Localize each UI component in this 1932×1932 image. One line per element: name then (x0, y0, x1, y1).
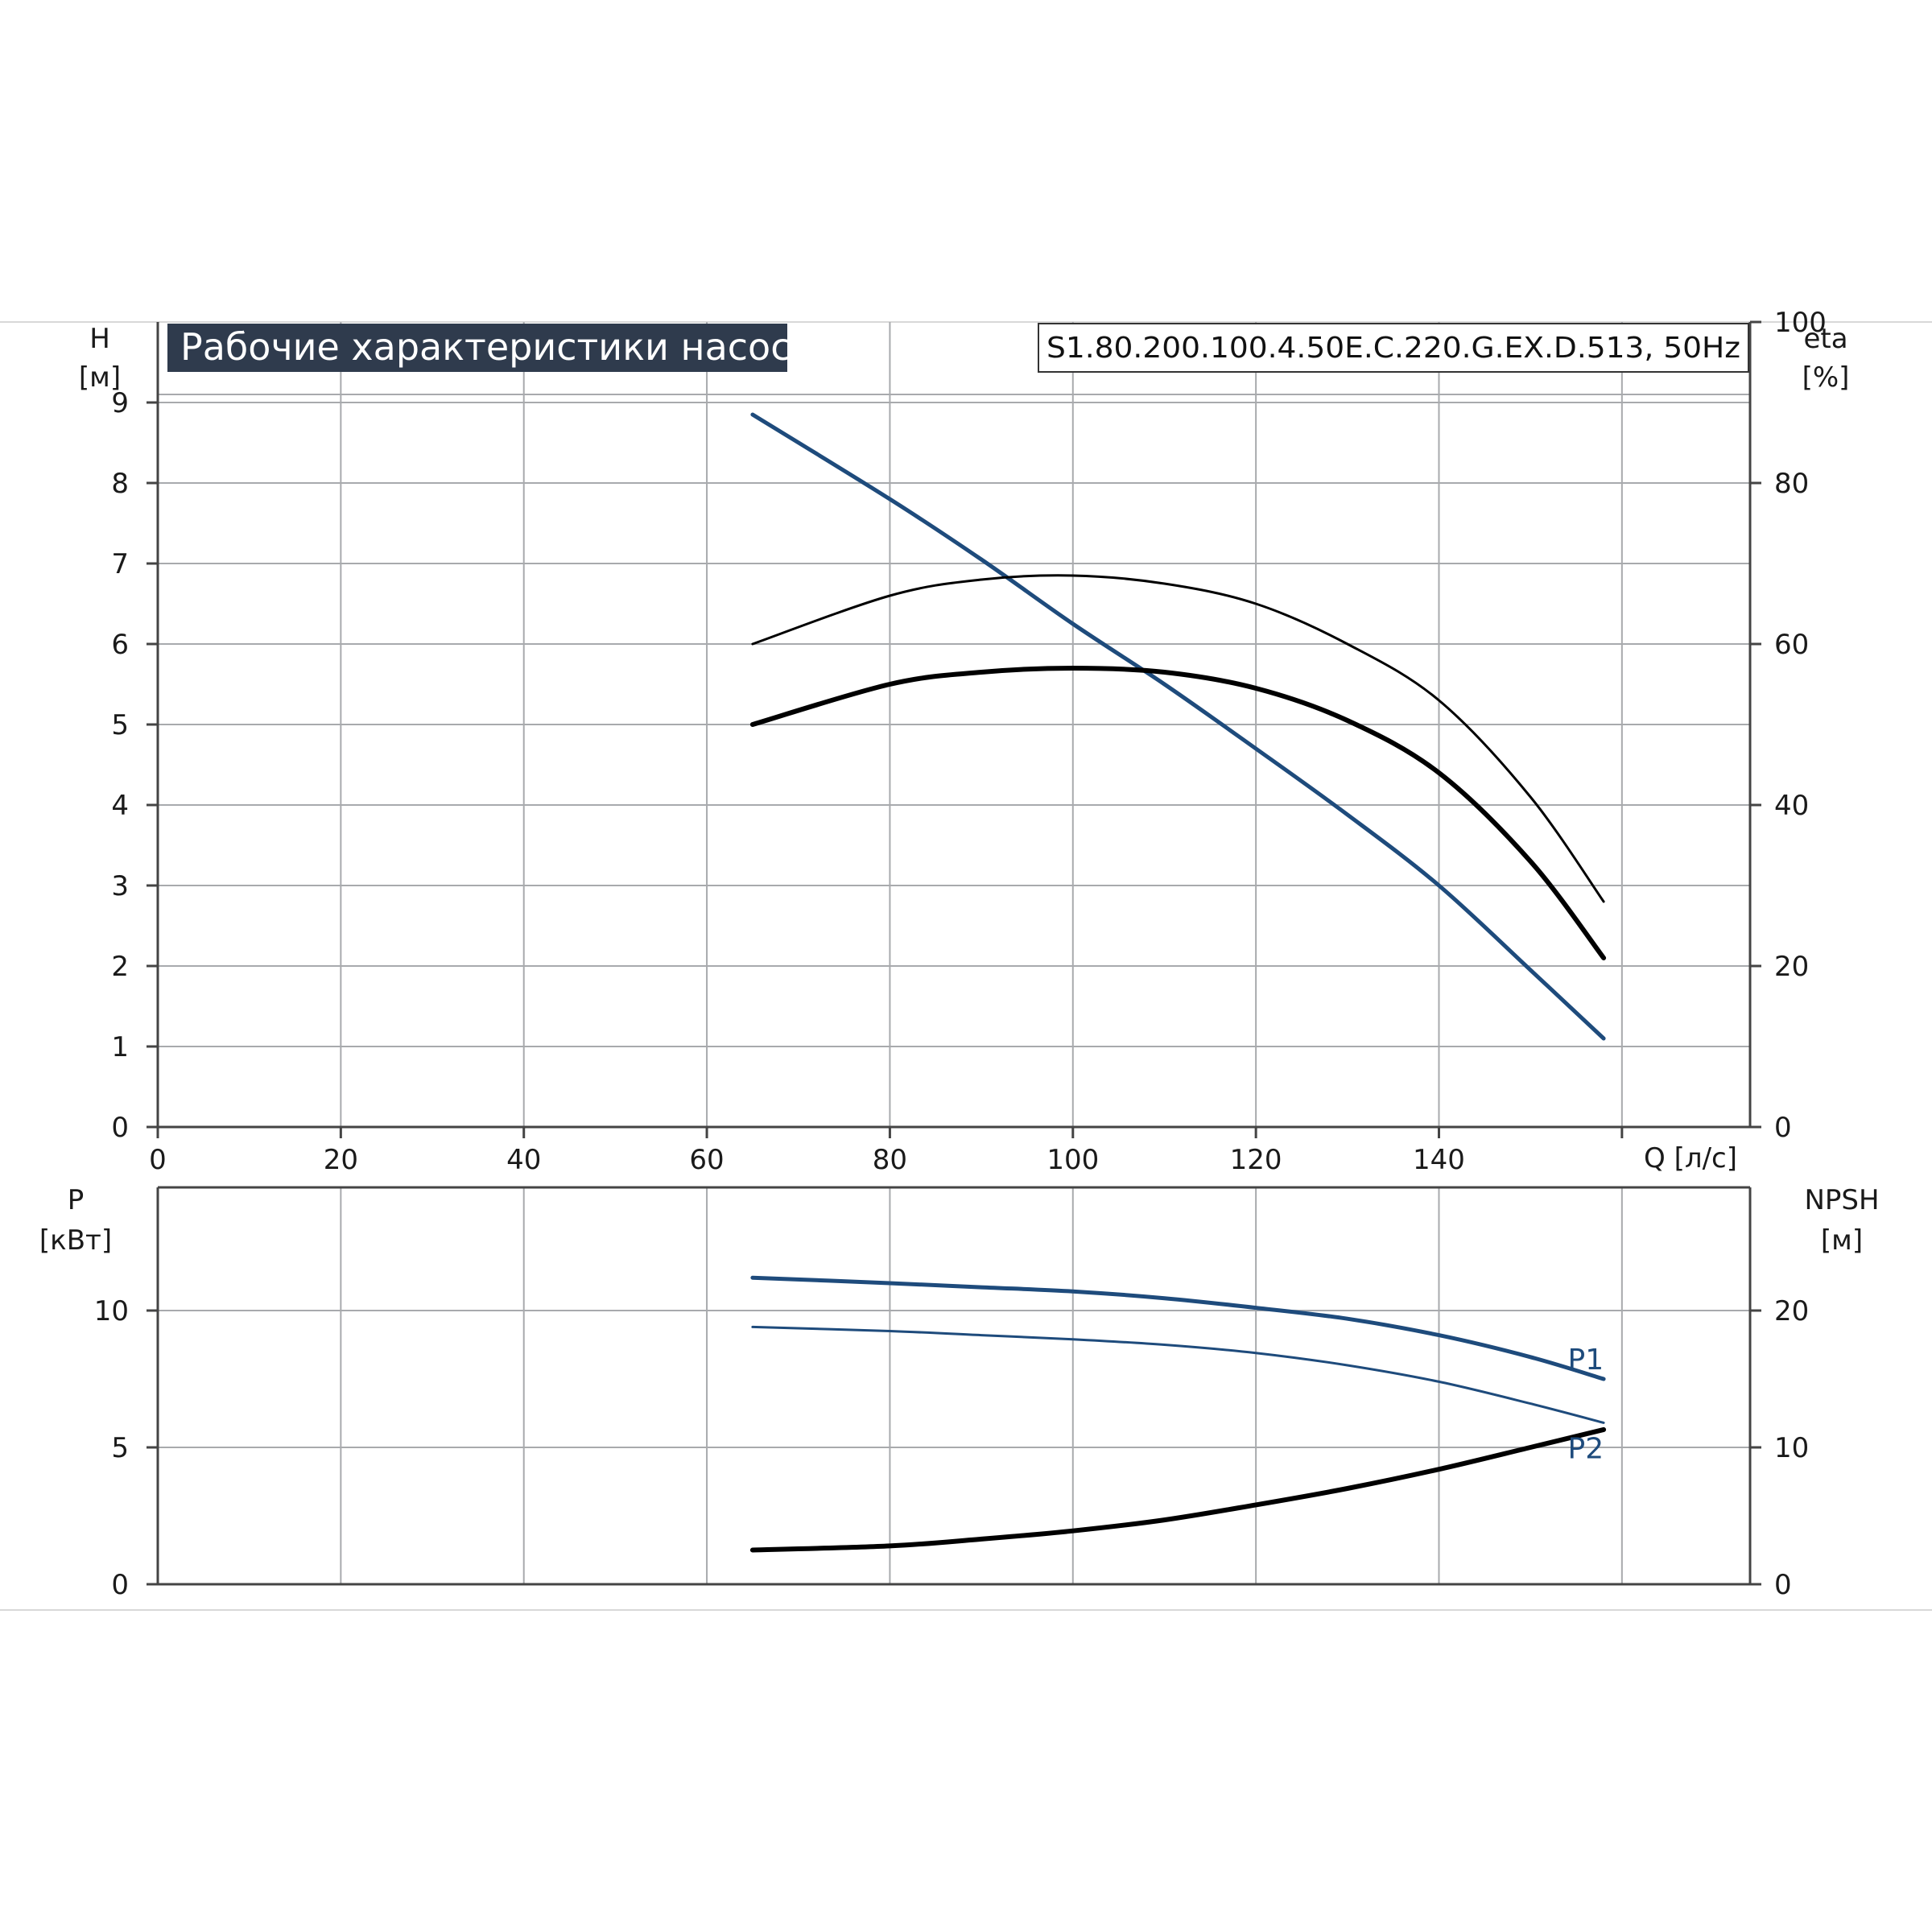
eta-tick-label: 80 (1774, 468, 1809, 500)
efficiency-curve-upper (751, 574, 1605, 903)
p2-curve (751, 1325, 1605, 1424)
npsh-curve (749, 1426, 1607, 1553)
q-tick-label: 20 (324, 1144, 358, 1176)
head-efficiency-grid: 0 1 2 3 4 5 6 7 8 9 0 20 40 60 80 100 0 20 40 60 80 100 120 140 (111, 307, 1827, 1176)
power-npsh-grid: 0 5 10 0 10 20 (94, 1186, 1809, 1601)
p1-label: P1 (1567, 1344, 1604, 1377)
q-tick-label: 80 (873, 1144, 907, 1176)
h-axis-label: H (89, 323, 110, 355)
eta-tick-label: 100 (1774, 307, 1827, 339)
model-label: S1.80.200.100.4.50E.C.220.G.EX.D.513, 50… (1046, 332, 1740, 365)
p2-label: P2 (1567, 1432, 1604, 1465)
q-tick-label: 100 (1046, 1144, 1099, 1176)
npsh-tick-label: 20 (1774, 1295, 1809, 1327)
model-box (1038, 323, 1749, 373)
h-tick-label: 4 (111, 790, 129, 822)
chart-title: Рабочие характеристики насоса (180, 325, 814, 369)
eta-tick-label: 0 (1774, 1112, 1792, 1144)
eta-tick-label: 20 (1774, 951, 1809, 983)
p-tick-label: 5 (111, 1432, 129, 1464)
h-tick-label: 2 (111, 951, 129, 983)
q-tick-label: 140 (1413, 1144, 1465, 1176)
npsh-tick-label: 0 (1774, 1569, 1792, 1601)
curve-labels-layer: P1 P2 (1567, 1344, 1604, 1465)
h-tick-label: 5 (111, 709, 129, 741)
q-tick-label: 60 (689, 1144, 724, 1176)
q-axis-label: Q [л/с] (1644, 1142, 1737, 1174)
efficiency-curve-lower (749, 665, 1607, 960)
p-axis-label: P (68, 1184, 85, 1216)
h-tick-label: 8 (111, 468, 129, 500)
curves-layer (749, 412, 1607, 1553)
p-axis-unit: [кВт] (39, 1224, 112, 1257)
h-tick-label: 3 (111, 870, 129, 902)
q-tick-label: 120 (1230, 1144, 1282, 1176)
head-curve (750, 412, 1606, 1041)
title-box (167, 324, 787, 372)
npsh-tick-label: 10 (1774, 1432, 1809, 1464)
h-tick-label: 0 (111, 1112, 129, 1144)
eta-tick-label: 40 (1774, 790, 1809, 822)
p1-curve (750, 1275, 1606, 1381)
h-tick-label: 9 (111, 387, 129, 419)
h-axis-unit: [м] (79, 361, 121, 394)
h-tick-label: 6 (111, 629, 129, 661)
p-tick-label: 10 (94, 1295, 129, 1327)
p-tick-label: 0 (111, 1569, 129, 1601)
h-tick-label: 1 (111, 1031, 129, 1063)
q-tick-label: 40 (506, 1144, 541, 1176)
h-tick-label: 7 (111, 548, 129, 580)
q-tick-label: 0 (149, 1144, 167, 1176)
npsh-axis-label: NPSH (1804, 1184, 1879, 1216)
eta-axis-label: eta (1803, 323, 1847, 355)
npsh-axis-unit: [м] (1821, 1224, 1863, 1257)
eta-axis-unit: [%] (1802, 361, 1850, 394)
eta-tick-label: 60 (1774, 629, 1809, 661)
